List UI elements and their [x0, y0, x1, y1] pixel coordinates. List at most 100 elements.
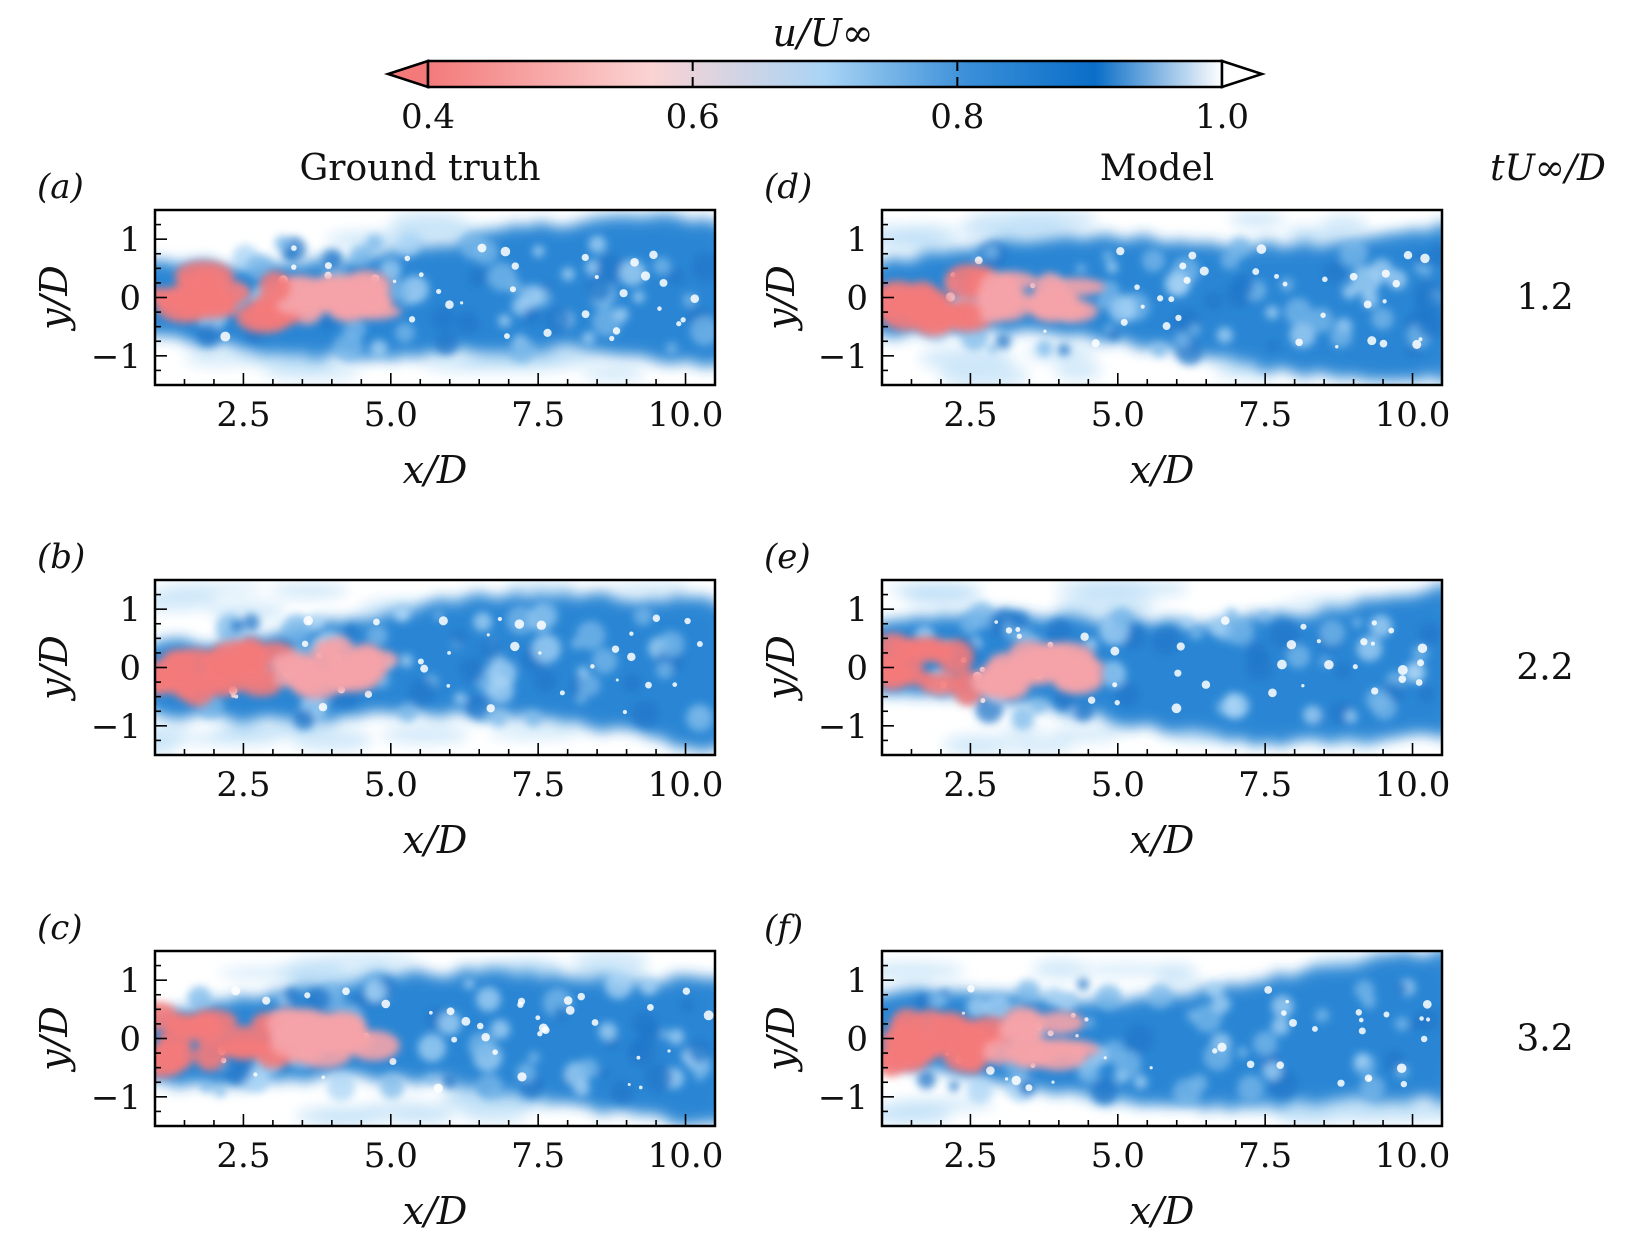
wake-hole — [1264, 985, 1273, 994]
recirculation-blob — [328, 660, 381, 693]
recirculation-zone — [882, 263, 1106, 337]
x-tick-label: 5.0 — [1091, 765, 1145, 805]
wake-hole — [420, 664, 429, 673]
x-axis-label: x/D — [403, 448, 468, 492]
wake-hole — [436, 288, 442, 295]
wake-mottle-spot — [1404, 661, 1426, 683]
time-labels: 1.2 2.2 3.2 — [1516, 278, 1573, 1060]
wake-hole — [220, 331, 231, 342]
wake-mottle-spot — [274, 235, 291, 252]
wake-hole — [514, 619, 525, 629]
wake-hole — [438, 616, 448, 626]
wake-hole — [510, 641, 520, 652]
recirculation-blob — [1025, 289, 1080, 316]
wake-mottle-spot — [1115, 682, 1140, 708]
wake-hole — [1087, 696, 1096, 704]
wake-mottle-spot — [399, 654, 413, 668]
field-wisp — [322, 951, 416, 967]
wake-hole — [659, 278, 668, 287]
wake-hole — [1417, 643, 1428, 654]
recirculation-blob — [1042, 649, 1092, 676]
wake-mottle-spot — [665, 342, 679, 355]
recirculation-blob — [983, 288, 1025, 315]
y-tick-label: 0 — [119, 649, 141, 689]
field-wisp — [1155, 963, 1198, 986]
field-wisp — [1401, 1103, 1442, 1121]
wake-hole — [1120, 318, 1128, 326]
wake-hole — [447, 650, 452, 655]
wake-hole — [291, 264, 297, 270]
wake-hole — [460, 301, 464, 305]
wake-mottle-spot — [434, 331, 459, 356]
wake-hole — [676, 321, 682, 327]
x-tick-label: 10.0 — [1375, 1136, 1451, 1176]
colorbar: u/U∞ 0.4 0.6 0.8 1.0 — [383, 11, 1267, 137]
wake-mottle-spot — [691, 252, 715, 282]
wake-hole — [503, 333, 510, 340]
wake-hole — [1412, 339, 1422, 349]
time-label: 3.2 — [1516, 1019, 1573, 1060]
y-tick-label: 1 — [119, 961, 141, 1001]
recirculation-blob — [905, 281, 939, 309]
wake-hole — [1388, 627, 1395, 634]
wake-hole — [1277, 659, 1287, 670]
x-tick-label: 7.5 — [1238, 1136, 1292, 1176]
wake-mottle-spot — [968, 601, 996, 629]
wake-hole — [1363, 300, 1372, 309]
wake-mottle-spot — [1329, 325, 1353, 348]
wake-mottle-spot — [1354, 1053, 1370, 1068]
x-axis-label: x/D — [1130, 1189, 1195, 1233]
wake-hole — [428, 1010, 433, 1015]
wake-mottle-spot — [1047, 618, 1072, 643]
wake-hole — [565, 1005, 575, 1015]
wake-mottle-spot — [437, 1011, 462, 1035]
wake-hole — [646, 1003, 654, 1011]
wake-hole — [500, 246, 511, 257]
x-tick-label: 2.5 — [943, 765, 997, 805]
wake-mottle-spot — [578, 1058, 599, 1079]
wake-mottle-spot — [441, 1073, 458, 1090]
wake-mottle-spot — [459, 232, 488, 260]
wake-hole — [1252, 268, 1260, 276]
wake-hole — [492, 1049, 498, 1055]
recirculation-blob — [882, 1047, 908, 1077]
wake-mottle-spot — [1211, 994, 1231, 1014]
panel-d: 2.5 5.0 7.5 10.0 x/D 1 0 −1 y/D (d) — [759, 167, 1450, 492]
wake-mottle-spot — [454, 692, 467, 705]
wake-mottle-spot — [1319, 619, 1346, 646]
field-wisp — [918, 347, 1015, 371]
wake-hole — [231, 986, 241, 996]
wake-mottle-spot — [396, 231, 421, 256]
wake-hole — [1396, 1063, 1407, 1074]
wake-mottle-spot — [578, 674, 601, 697]
wake-hole — [1420, 253, 1430, 264]
wake-mottle-spot — [689, 706, 709, 726]
time-label: 2.2 — [1516, 648, 1573, 689]
wake-mottle-spot — [1252, 1031, 1278, 1056]
wake-mottle-spot — [200, 1080, 213, 1093]
wake-mottle-spot — [1344, 710, 1358, 723]
wake-mottle-spot — [1102, 250, 1114, 263]
wake-hole — [1016, 633, 1022, 639]
x-axis-label: x/D — [403, 1189, 468, 1233]
wake-hole — [1358, 1027, 1366, 1035]
wake-mottle-spot — [498, 314, 511, 328]
wake-mottle-spot — [631, 1010, 657, 1037]
wake-mottle-spot — [459, 657, 485, 683]
field-wisp — [1055, 594, 1157, 618]
x-tick-label: 5.0 — [364, 1136, 418, 1176]
wake-mottle-spot — [1186, 1009, 1200, 1023]
wake-mottle-spot — [1124, 1024, 1154, 1054]
wake-hole — [627, 652, 636, 662]
wake-hole — [577, 992, 586, 1001]
wake-mottle-spot — [1259, 609, 1271, 621]
wake-hole — [1084, 1017, 1089, 1022]
wake-mottle-spot — [658, 631, 685, 658]
wake-hole — [1392, 279, 1401, 288]
wake-mottle-spot — [1016, 979, 1041, 1003]
wake-mottle-spot — [242, 613, 260, 632]
field-wisp — [882, 225, 929, 249]
wake-hole — [1285, 999, 1289, 1004]
wake-hole — [627, 1082, 631, 1086]
wake-hole — [1398, 675, 1407, 683]
